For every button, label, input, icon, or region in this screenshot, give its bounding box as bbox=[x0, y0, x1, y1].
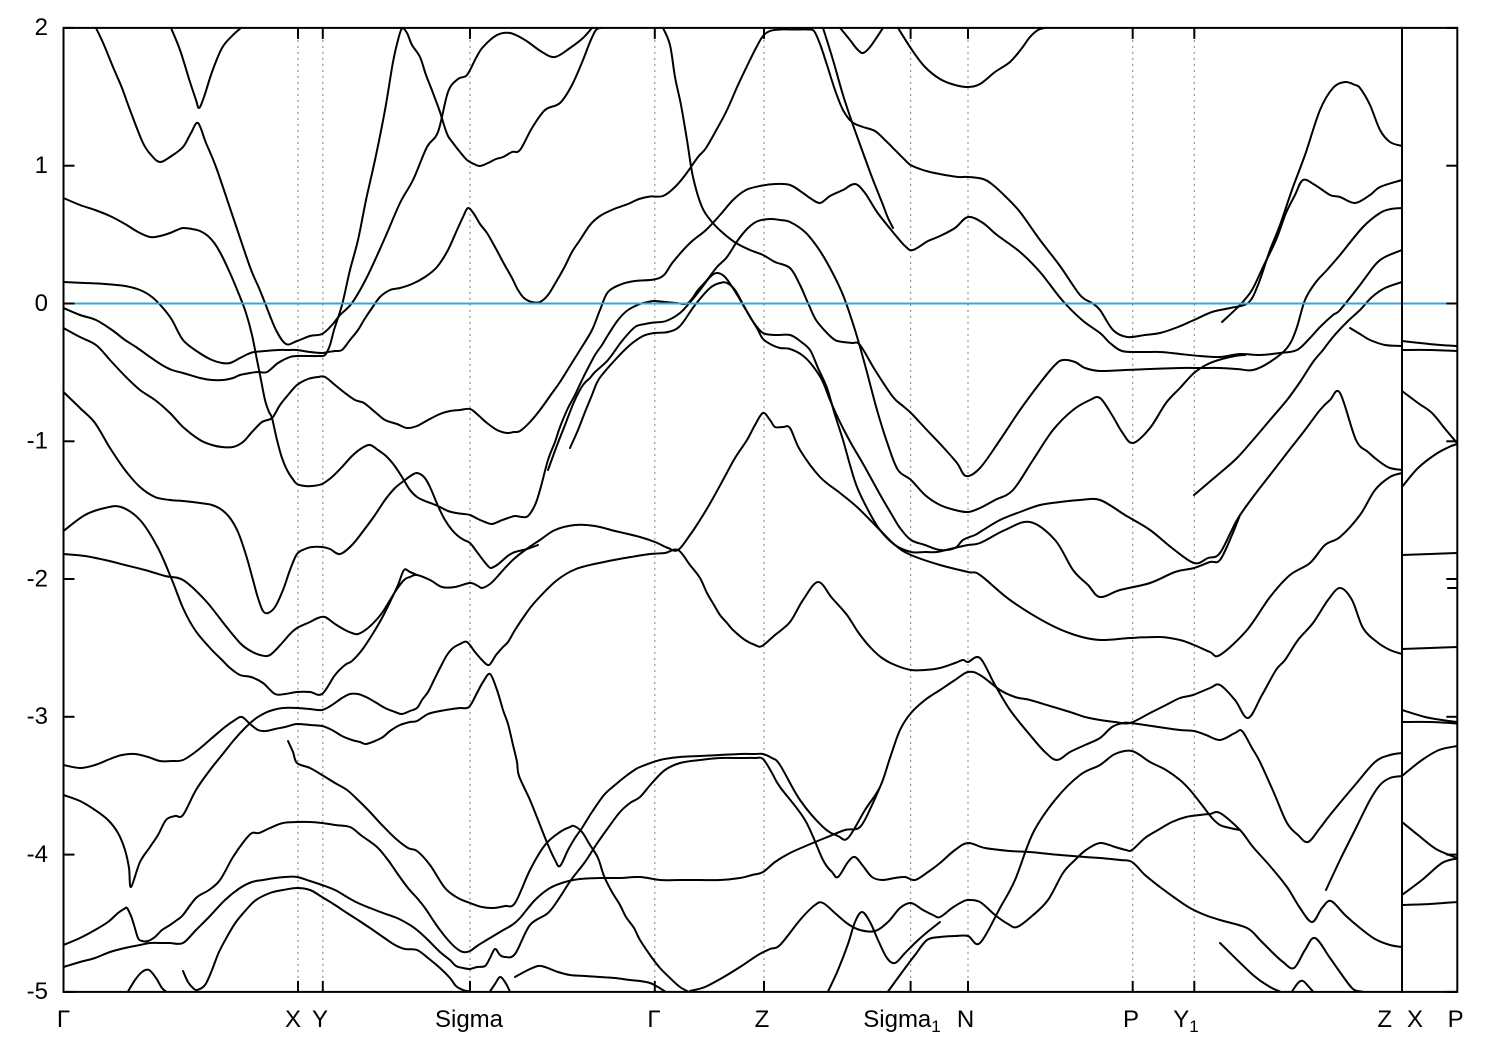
svg-text:1: 1 bbox=[35, 152, 48, 179]
svg-text:Z: Z bbox=[755, 1006, 770, 1033]
svg-text:Γ: Γ bbox=[647, 1006, 660, 1033]
svg-text:P: P bbox=[1123, 1006, 1139, 1033]
svg-text:Sigma1: Sigma1 bbox=[863, 1006, 941, 1036]
svg-text:X: X bbox=[1407, 1006, 1423, 1033]
svg-text:P: P bbox=[1448, 1006, 1464, 1033]
svg-text:Z: Z bbox=[1377, 1006, 1392, 1033]
svg-text:-3: -3 bbox=[27, 703, 48, 730]
svg-text:Y: Y bbox=[312, 1006, 328, 1033]
svg-text:Sigma: Sigma bbox=[435, 1006, 504, 1033]
svg-text:-5: -5 bbox=[27, 978, 48, 1005]
svg-text:N: N bbox=[957, 1006, 974, 1033]
svg-text:-1: -1 bbox=[27, 428, 48, 455]
svg-text:X: X bbox=[285, 1006, 301, 1033]
svg-text:-2: -2 bbox=[27, 565, 48, 592]
svg-text:2: 2 bbox=[35, 14, 48, 41]
svg-text:-4: -4 bbox=[27, 841, 48, 868]
svg-text:0: 0 bbox=[35, 290, 48, 317]
svg-text:Γ: Γ bbox=[57, 1006, 70, 1033]
